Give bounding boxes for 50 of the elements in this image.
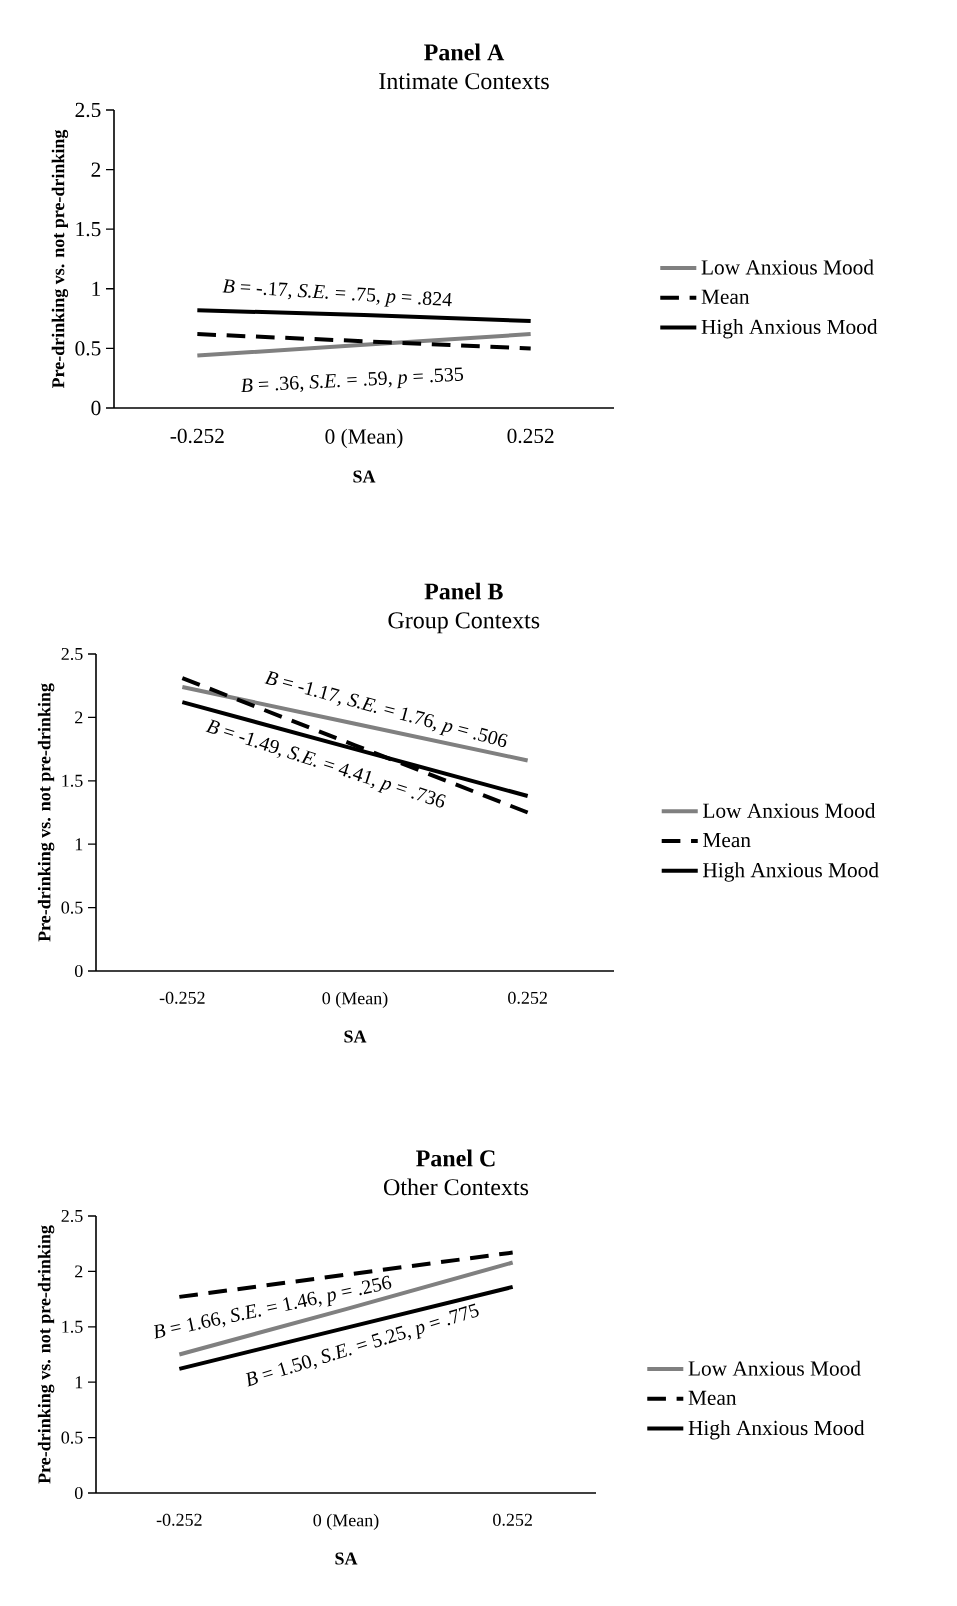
chart-title: Panel C — [416, 1149, 495, 1167]
legend-label: High Anxious Mood — [703, 862, 879, 882]
x-tick-label: -0.252 — [156, 1513, 202, 1526]
legend-label: Mean — [701, 289, 750, 304]
y-tick-label: 1 — [92, 281, 101, 296]
legend-label: Low Anxious Mood — [688, 1360, 861, 1376]
y-tick-label: 0.5 — [61, 901, 83, 914]
legend-label: Mean — [703, 833, 751, 848]
legend-label: Mean — [688, 1390, 737, 1406]
y-tick-label: 0 — [74, 964, 83, 978]
legend-label: High Anxious Mood — [701, 319, 878, 339]
y-tick-label: 2 — [75, 711, 83, 724]
annotation: B = -.17, S.E. = .75, p = .824 — [222, 279, 452, 307]
legend-label: High Anxious Mood — [688, 1420, 865, 1440]
y-tick-label: 2.5 — [61, 1209, 83, 1223]
y-tick-label: 0 — [74, 1486, 83, 1500]
legend-label: Low Anxious Mood — [703, 802, 876, 818]
legend-label: Low Anxious Mood — [701, 259, 874, 275]
x-tick-label: -0.252 — [159, 991, 205, 1004]
x-axis-title: SA — [344, 1030, 367, 1043]
y-tick-label: 1.5 — [62, 1320, 83, 1333]
chart-title: Panel B — [424, 582, 503, 600]
x-axis-title: SA — [335, 1552, 358, 1565]
y-tick-label: 2 — [91, 162, 101, 177]
y-tick-label: 1.5 — [76, 222, 101, 237]
y-tick-label: 0.5 — [75, 341, 101, 356]
x-tick-label: 0.252 — [508, 991, 547, 1004]
y-tick-label: 2.5 — [61, 647, 83, 661]
y-axis-title: Pre-drinking vs. not pre-drinking — [37, 1225, 55, 1484]
chart-subtitle: Other Contexts — [384, 1178, 529, 1196]
y-tick-label: 0 — [91, 400, 101, 416]
x-tick-label: 0.252 — [493, 1513, 532, 1526]
y-tick-label: 2.5 — [75, 102, 101, 118]
y-tick-label: 1.5 — [62, 774, 83, 787]
annotation: B = .36, S.E. = .59, p = .535 — [241, 367, 464, 393]
x-tick-label: -0.252 — [170, 428, 224, 444]
x-tick-label: 0.252 — [507, 428, 554, 444]
x-axis-title: SA — [353, 470, 376, 483]
x-tick-label: 0 (Mean) — [313, 1513, 379, 1531]
chart-subtitle: Intimate Contexts — [379, 73, 549, 90]
y-axis-title: Pre-drinking vs. not pre-drinking — [51, 129, 69, 389]
x-tick-label: 0 (Mean) — [325, 428, 403, 449]
y-axis-title: Pre-drinking vs. not pre-drinking — [37, 683, 55, 942]
chart-title: Panel A — [424, 43, 505, 61]
chart-subtitle: Group Contexts — [388, 612, 540, 634]
y-tick-label: 0.5 — [61, 1431, 83, 1444]
y-tick-label: 2 — [75, 1265, 83, 1278]
y-tick-label: 1 — [75, 838, 83, 851]
y-tick-label: 1 — [75, 1376, 83, 1389]
x-tick-label: 0 (Mean) — [322, 991, 388, 1009]
